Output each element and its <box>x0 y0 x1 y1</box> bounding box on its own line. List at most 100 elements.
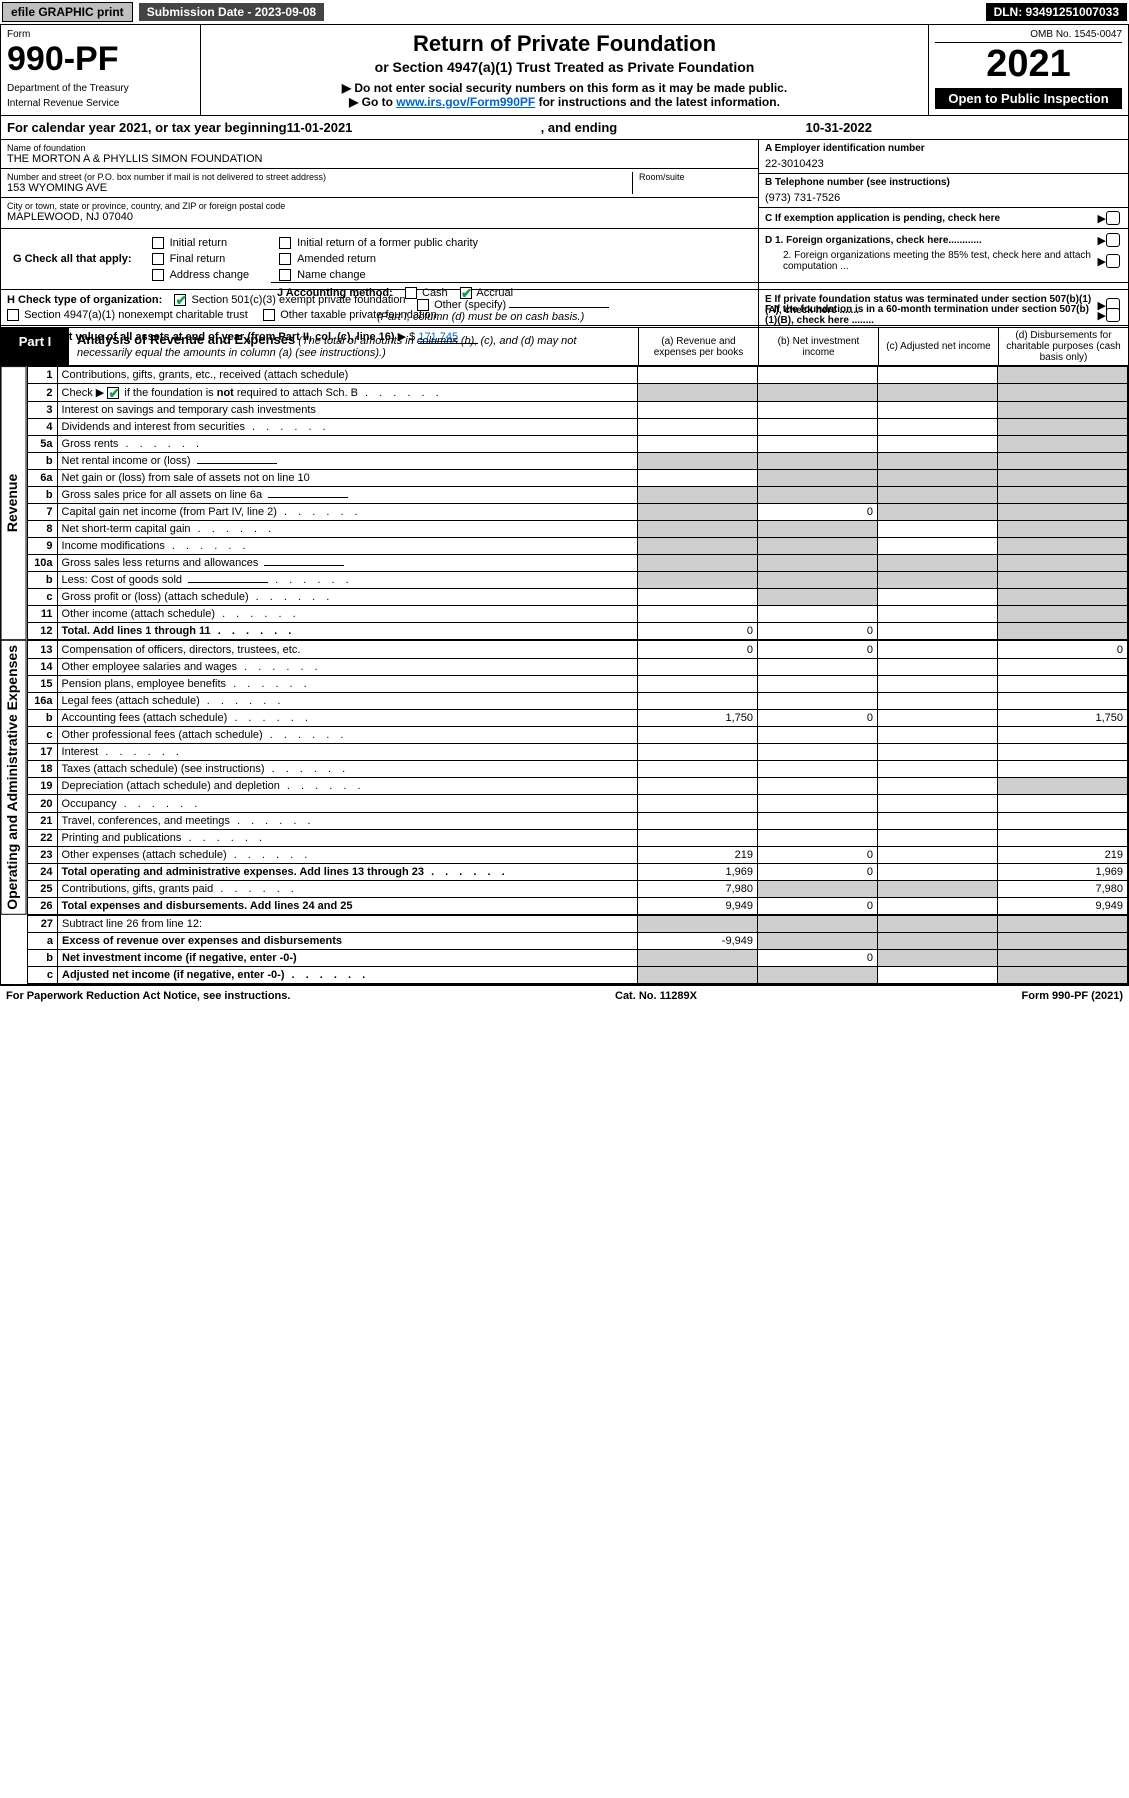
value-cell <box>878 384 998 402</box>
value-cell <box>758 367 878 384</box>
value-cell <box>758 881 878 898</box>
line-number: 10a <box>27 555 57 572</box>
value-cell <box>758 812 878 829</box>
j-other-checkbox[interactable] <box>417 299 429 311</box>
value-cell <box>638 419 758 436</box>
j-accrual-checkbox[interactable] <box>460 287 472 299</box>
line-number: b <box>27 487 57 504</box>
value-cell <box>758 933 878 950</box>
value-cell <box>998 950 1128 967</box>
value-cell: 7,980 <box>998 881 1128 898</box>
j-cash-label: Cash <box>422 287 448 299</box>
d2-label: 2. Foreign organizations meeting the 85%… <box>765 250 1098 272</box>
expenses-section-label: Operating and Administrative Expenses <box>1 640 27 915</box>
value-cell: 0 <box>758 623 878 640</box>
value-cell: 219 <box>638 846 758 863</box>
value-cell <box>758 419 878 436</box>
value-cell <box>638 470 758 487</box>
value-cell <box>638 967 758 984</box>
c-exemption-checkbox[interactable] <box>1106 211 1120 225</box>
g-initial-former[interactable]: Initial return of a former public charit… <box>279 237 478 249</box>
line-description: Accounting fees (attach schedule) . . . … <box>57 709 637 726</box>
value-cell <box>758 692 878 709</box>
tax-year: 2021 <box>935 43 1122 86</box>
value-cell <box>638 384 758 402</box>
g-initial-return[interactable]: Initial return <box>152 237 250 249</box>
value-cell: 0 <box>758 504 878 521</box>
value-cell <box>758 606 878 623</box>
line-number: 15 <box>27 675 57 692</box>
value-cell <box>758 572 878 589</box>
line-number: 17 <box>27 744 57 761</box>
value-cell <box>638 692 758 709</box>
line-description: Gross sales price for all assets on line… <box>57 487 637 504</box>
form-title: Return of Private Foundation <box>207 31 922 57</box>
value-cell <box>878 692 998 709</box>
value-cell <box>878 623 998 640</box>
g-amended-return[interactable]: Amended return <box>279 253 478 265</box>
value-cell <box>878 709 998 726</box>
ssn-warning: ▶ Do not enter social security numbers o… <box>207 81 922 95</box>
foundation-name: THE MORTON A & PHYLLIS SIMON FOUNDATION <box>7 153 752 165</box>
value-cell <box>758 658 878 675</box>
value-cell <box>638 504 758 521</box>
value-cell <box>758 727 878 744</box>
value-cell <box>998 727 1128 744</box>
value-cell <box>758 538 878 555</box>
value-cell <box>638 487 758 504</box>
part1-title: Analysis of Revenue and Expenses <box>77 332 295 347</box>
value-cell: 1,969 <box>638 863 758 880</box>
value-cell <box>638 367 758 384</box>
value-cell: 7,980 <box>638 881 758 898</box>
value-cell <box>998 606 1128 623</box>
efile-print-button[interactable]: efile GRAPHIC print <box>2 2 133 22</box>
line-description: Subtract line 26 from line 12: <box>58 916 638 933</box>
dept-treasury: Department of the Treasury <box>7 83 194 94</box>
g-address-change[interactable]: Address change <box>152 269 250 281</box>
line-description: Check ▶ if the foundation is not require… <box>57 384 637 402</box>
value-cell <box>878 950 998 967</box>
value-cell: 0 <box>758 846 878 863</box>
value-cell <box>878 487 998 504</box>
value-cell <box>878 863 998 880</box>
line-number: 25 <box>27 881 57 898</box>
line-number: b <box>28 950 58 967</box>
value-cell <box>998 658 1128 675</box>
value-cell <box>638 812 758 829</box>
value-cell <box>998 419 1128 436</box>
value-cell <box>638 521 758 538</box>
value-cell <box>878 829 998 846</box>
value-cell <box>878 436 998 453</box>
line-description: Total expenses and disbursements. Add li… <box>57 898 637 915</box>
value-cell: 219 <box>998 846 1128 863</box>
irs-instructions-link[interactable]: www.irs.gov/Form990PF <box>396 95 535 109</box>
value-cell <box>638 950 758 967</box>
g-final-return[interactable]: Final return <box>152 253 250 265</box>
line-description: Printing and publications . . . . . . <box>57 829 637 846</box>
value-cell <box>638 795 758 812</box>
irs-label: Internal Revenue Service <box>7 98 194 109</box>
value-cell <box>758 795 878 812</box>
d1-label: D 1. Foreign organizations, check here..… <box>765 235 1098 246</box>
line-number: 13 <box>27 641 57 658</box>
line-description: Gross profit or (loss) (attach schedule)… <box>57 589 637 606</box>
d2-checkbox[interactable] <box>1106 254 1120 268</box>
col-a-header: (a) Revenue and expenses per books <box>638 328 758 365</box>
value-cell <box>758 744 878 761</box>
phone-value: (973) 731-7526 <box>765 192 1122 204</box>
j-cash-checkbox[interactable] <box>405 287 417 299</box>
value-cell <box>638 727 758 744</box>
value-cell <box>878 470 998 487</box>
line-description: Net investment income (if negative, ente… <box>58 950 638 967</box>
line-description: Other expenses (attach schedule) . . . .… <box>57 846 637 863</box>
value-cell <box>758 487 878 504</box>
ein-label: A Employer identification number <box>765 143 1122 154</box>
value-cell <box>878 658 998 675</box>
line-description: Interest . . . . . . <box>57 744 637 761</box>
schb-checkbox[interactable] <box>107 387 119 399</box>
d1-checkbox[interactable] <box>1106 233 1120 247</box>
g-name-change[interactable]: Name change <box>279 269 478 281</box>
value-cell <box>878 419 998 436</box>
value-cell <box>638 538 758 555</box>
value-cell <box>878 675 998 692</box>
